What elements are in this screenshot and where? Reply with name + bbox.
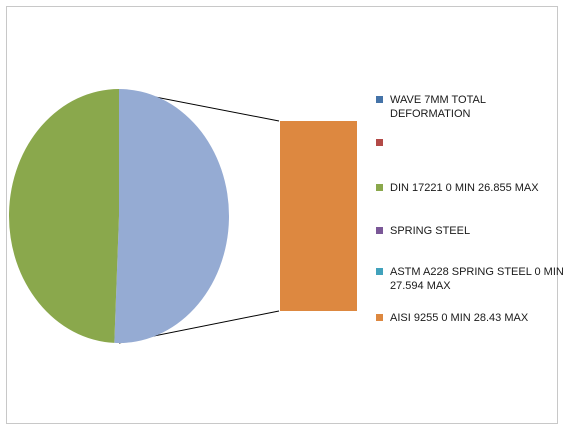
legend-label: WAVE 7MM TOTAL DEFORMATION [390, 94, 486, 120]
legend-item: AISI 9255 0 MIN 28.43 MAX [376, 311, 566, 325]
legend-label: SPRING STEEL [390, 225, 471, 237]
legend-item: DIN 17221 0 MIN 26.855 MAX [376, 181, 566, 195]
legend-swatch [376, 184, 383, 191]
chart-area: WAVE 7MM TOTAL DEFORMATION DIN 17221 0 M… [6, 6, 564, 424]
legend-item: SPRING STEEL [376, 224, 566, 238]
bar-segment [280, 121, 357, 311]
legend-label: ASTM A228 SPRING STEEL 0 MIN 27.594 MAX [390, 266, 564, 292]
pie-of-bar-chart [9, 89, 357, 344]
legend-swatch [376, 139, 383, 146]
pie-slices [9, 89, 230, 343]
legend-item: WAVE 7MM TOTAL DEFORMATION [376, 93, 566, 121]
legend-swatch [376, 227, 383, 234]
legend-swatch [376, 314, 383, 321]
legend-label: DIN 17221 0 MIN 26.855 MAX [390, 182, 539, 194]
legend-label: AISI 9255 0 MIN 28.43 MAX [390, 312, 529, 324]
pie-slice [114, 89, 230, 343]
legend-swatch [376, 96, 383, 103]
pie-slice [9, 89, 119, 343]
legend-swatch [376, 268, 383, 275]
legend-item: ASTM A228 SPRING STEEL 0 MIN 27.594 MAX [376, 265, 566, 293]
